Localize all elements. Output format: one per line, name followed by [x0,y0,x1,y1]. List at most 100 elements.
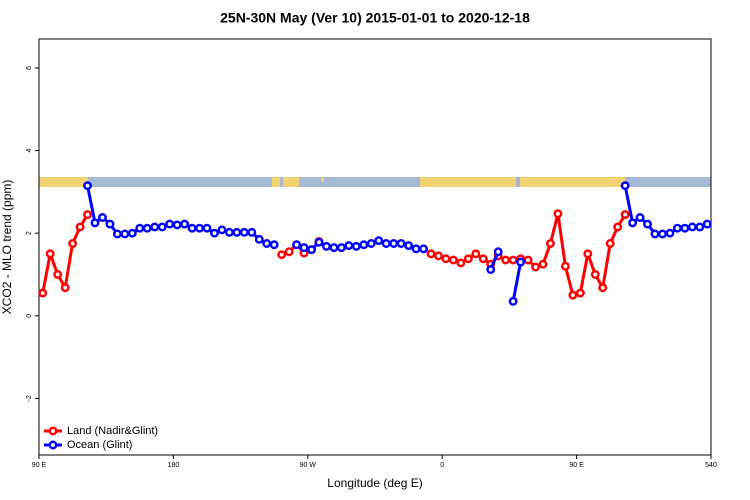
data-point [389,239,399,248]
x-tick-label: 0 [440,462,444,469]
data-point [98,213,107,222]
plot-frame [38,38,712,456]
data-point [374,236,384,246]
x-axis-label: Longitude (deg E) [327,476,422,490]
data-point [471,249,481,259]
data-point [381,239,391,248]
data-point [292,240,302,250]
data-point [650,229,660,239]
data-point [68,239,78,248]
data-point [269,240,279,250]
data-point [695,222,705,232]
data-point [336,243,346,253]
data-point [441,254,451,264]
data-point [239,227,249,237]
data-point [628,218,638,228]
data-point [538,259,548,269]
data-point [501,255,511,265]
x-tick-label: 180 [168,462,180,469]
data-point [508,296,518,306]
data-point [187,223,197,233]
data-point [658,229,667,239]
data-point [523,255,533,265]
data-point [120,229,130,239]
data-point [493,247,503,257]
data-point [404,241,414,251]
data-point [262,239,272,248]
data-point [307,245,316,255]
legend-marker [48,426,58,436]
y-tick-label: 4 [26,148,33,152]
data-point [60,283,70,293]
data-point [90,218,100,228]
data-point [180,219,190,229]
data-point [150,222,160,232]
data-point [217,225,227,235]
data-point [344,241,354,251]
data-point [456,258,466,268]
data-point [463,254,473,264]
data-point [232,227,242,237]
data-point [195,223,204,233]
data-point [351,241,361,251]
chart-title: 25N-30N May (Ver 10) 2015-01-01 to 2020-… [220,10,530,26]
data-point [53,270,63,279]
data-point [157,222,167,232]
data-point [702,219,712,229]
data-point [112,229,122,239]
data-point [38,288,48,298]
data-point [448,255,458,265]
legend-marker [48,440,58,450]
data-point [546,239,555,248]
y-tick-label: 0 [26,314,33,318]
data-point [411,244,421,254]
data-point [598,283,608,293]
data-point [142,223,152,233]
data-point [590,270,600,279]
data-point [531,262,540,272]
data-point [329,243,339,253]
data-point [635,213,645,222]
data-point [486,265,496,274]
data-point [434,251,443,261]
data-point [284,247,294,257]
data-point [620,181,630,191]
data-point [224,227,234,237]
data-point [568,290,578,300]
data-point [680,223,690,233]
series-line [41,213,627,297]
data-point [583,249,593,259]
data-point [277,250,287,260]
y-axis-label: XCO2 - MLO trend (ppm) [0,180,14,315]
x-tick-label: 90 E [32,462,47,469]
data-point [322,241,331,251]
data-point [620,210,630,220]
y-tick-label: 6 [26,66,33,70]
x-tick-label: 90 E [569,462,584,469]
data-point [687,222,697,232]
data-point [672,223,682,233]
data-point [254,234,264,244]
data-point [83,181,92,191]
data-point [105,219,115,229]
data-point [613,222,623,232]
data-point [419,244,428,254]
data-point [359,240,369,250]
data-point [247,227,257,237]
x-tick-label: 540 [705,462,717,469]
data-point [426,249,436,259]
data-point [575,288,585,298]
data-point [45,249,55,259]
x-tick-label: 90 W [300,462,317,469]
data-point [478,254,488,264]
data-point [172,220,182,230]
data-point [314,237,324,247]
data-point [508,255,518,265]
data-point [127,228,137,238]
data-point [516,257,526,267]
data-point [75,222,85,232]
data-point [553,209,563,219]
land-mask-strip [39,177,711,187]
data-point [299,243,309,253]
